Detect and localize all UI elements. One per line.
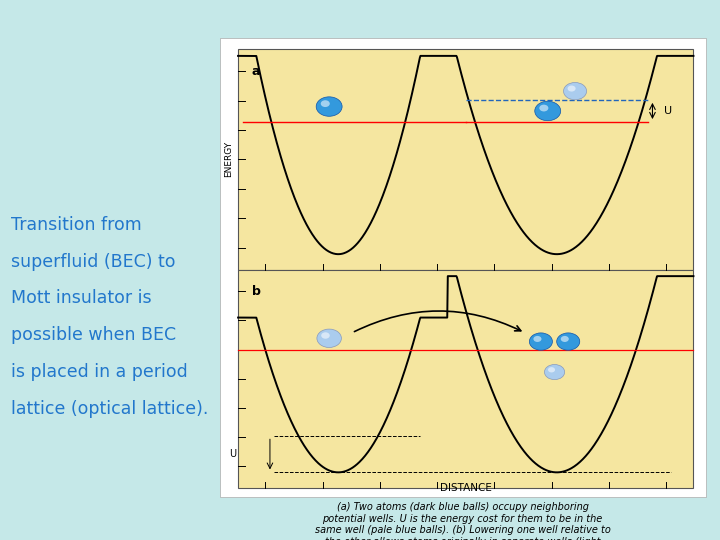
Circle shape [567,85,575,92]
Text: U: U [229,449,236,460]
Circle shape [548,367,555,373]
Text: (a) Two atoms (dark blue balls) occupy neighboring
potential wells. U is the ene: (a) Two atoms (dark blue balls) occupy n… [312,502,613,540]
Circle shape [564,83,587,100]
Text: U: U [664,106,672,116]
Text: b: b [252,285,261,298]
Circle shape [534,336,541,342]
Circle shape [320,100,330,107]
Circle shape [535,101,561,120]
FancyBboxPatch shape [238,49,693,269]
Circle shape [544,364,564,380]
Text: Transition from: Transition from [11,216,142,234]
Text: possible when BEC: possible when BEC [11,326,176,344]
Circle shape [529,333,552,350]
Text: Mott insulator is: Mott insulator is [11,289,151,307]
Circle shape [539,105,549,111]
Circle shape [316,97,342,116]
Text: is placed in a period: is placed in a period [11,363,187,381]
FancyBboxPatch shape [238,269,693,488]
Circle shape [321,332,330,339]
Text: DISTANCE: DISTANCE [440,483,492,493]
FancyBboxPatch shape [220,38,706,497]
Text: a: a [252,65,260,78]
Text: ENERGY: ENERGY [224,141,233,178]
Circle shape [557,333,580,350]
Circle shape [561,336,569,342]
Text: superfluid (BEC) to: superfluid (BEC) to [11,253,175,271]
Text: lattice (optical lattice).: lattice (optical lattice). [11,400,208,417]
Circle shape [317,329,341,347]
